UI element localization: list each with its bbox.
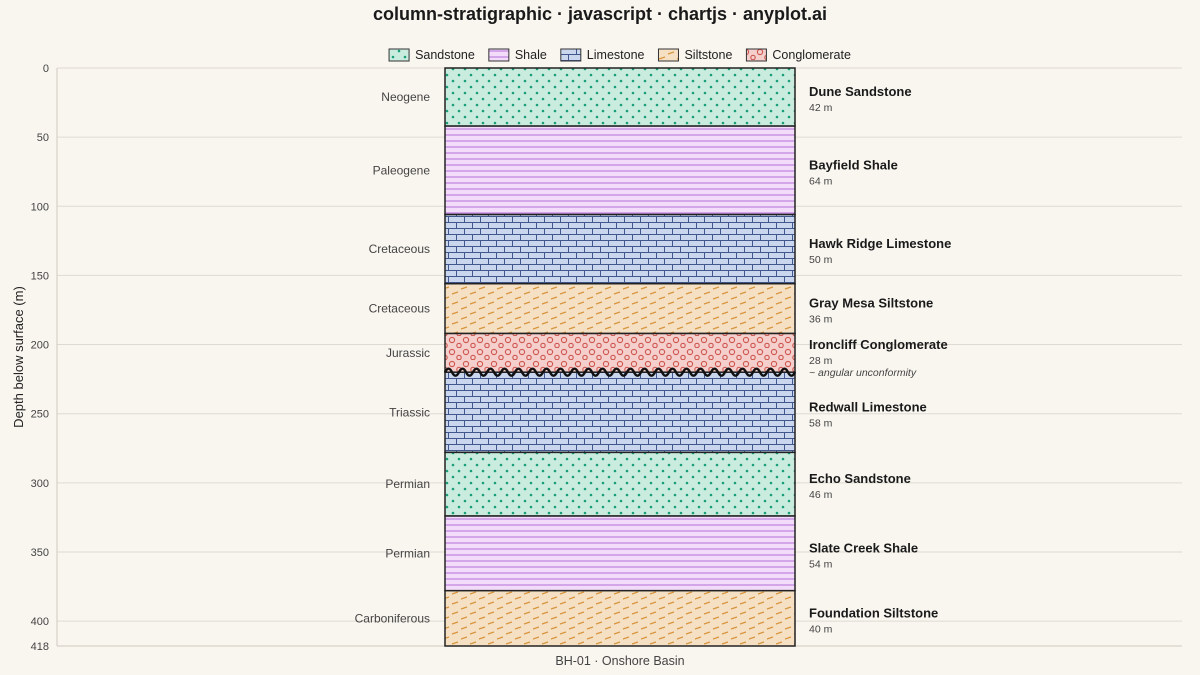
unconformity-line — [443, 367, 797, 377]
unit-thickness-label: 40 m — [809, 623, 833, 635]
period-label: Neogene — [381, 90, 430, 104]
period-label: Paleogene — [373, 163, 431, 177]
unit-thickness-label: 36 m — [809, 314, 833, 326]
unit-thickness-label: 58 m — [809, 417, 833, 429]
period-label: Permian — [385, 546, 430, 560]
y-tick-label: 200 — [31, 340, 49, 352]
unit-thickness-label: 64 m — [809, 175, 833, 187]
chart-title: column-stratigraphic · javascript · char… — [372, 4, 828, 24]
unit-name-label: Foundation Siltstone — [809, 605, 938, 620]
period-label: Jurassic — [386, 346, 430, 360]
unit-name-label: Hawk Ridge Limestone — [809, 236, 951, 251]
unit-name-label: Bayfield Shale — [809, 157, 898, 172]
legend-label: Conglomerate — [772, 48, 851, 62]
legend: Sandstone Shale Limestone Siltstone Conglome… — [388, 48, 851, 62]
unit-name-label: Redwall Limestone — [809, 399, 927, 414]
unit-layer-bayfield-shale — [444, 125, 796, 216]
legend-label: Shale — [515, 48, 547, 62]
y-tick-label: 0 — [43, 63, 49, 75]
legend-swatch — [560, 48, 582, 62]
y-axis: 0 50 100 150 200 250 300 350 400 418 — [31, 63, 49, 653]
y-tick-label: 418 — [31, 641, 49, 653]
unit-thickness-label: 46 m — [809, 489, 833, 501]
unit-name-label: Echo Sandstone — [809, 471, 911, 486]
unit-thickness-label: 28 m — [809, 355, 833, 367]
y-tick-label: 50 — [37, 132, 49, 144]
x-axis-title: BH-01 · Onshore Basin — [555, 654, 684, 668]
legend-label: Limestone — [587, 48, 645, 62]
y-tick-label: 350 — [31, 547, 49, 559]
legend-item-siltstone: Siltstone — [657, 48, 732, 62]
unit-layer-gray-mesa-siltstone — [444, 282, 796, 335]
period-label: Permian — [385, 477, 430, 491]
unit-layer-foundation-siltstone — [444, 589, 796, 647]
y-tick-label: 150 — [31, 270, 49, 282]
legend-swatch — [745, 48, 767, 62]
unit-name-label: Ironcliff Conglomerate — [809, 337, 948, 352]
unit-layer-redwall-limestone — [444, 371, 796, 454]
y-tick-label: 100 — [31, 201, 49, 213]
y-tick-label: 400 — [31, 616, 49, 628]
legend-swatch — [657, 48, 679, 62]
unit-thickness-label: 50 m — [809, 254, 833, 266]
legend-label: Sandstone — [415, 48, 475, 62]
y-tick-label: 300 — [31, 478, 49, 490]
period-label: Cretaceous — [369, 242, 430, 256]
unit-name-label: Dune Sandstone — [809, 84, 912, 99]
legend-item-shale: Shale — [488, 48, 547, 62]
column — [443, 67, 797, 647]
legend-item-conglomerate: Conglomerate — [745, 48, 851, 62]
legend-swatch — [388, 48, 410, 62]
legend-swatch — [488, 48, 510, 62]
legend-item-limestone: Limestone — [560, 48, 645, 62]
unit-layer-ironcliff-conglomerate — [444, 332, 796, 373]
legend-label: Siltstone — [684, 48, 732, 62]
unit-layer-slate-creek-shale — [444, 515, 796, 592]
unit-thickness-label: 54 m — [809, 558, 833, 570]
unit-layer-echo-sandstone — [444, 451, 796, 517]
period-label: Carboniferous — [355, 611, 430, 625]
unit-labels: Neogene Dune Sandstone 42 m Paleogene Bayfie… — [355, 84, 952, 635]
y-tick-label: 250 — [31, 409, 49, 421]
unit-layer-dune-sandstone — [444, 67, 796, 127]
unit-name-label: Gray Mesa Siltstone — [809, 296, 933, 311]
period-label: Cretaceous — [369, 302, 430, 316]
period-label: Triassic — [389, 405, 430, 419]
unit-layer-hawk-ridge-limestone — [444, 213, 796, 285]
unit-name-label: Slate Creek Shale — [809, 540, 918, 555]
y-axis-title: Depth below surface (m) — [11, 286, 26, 428]
unit-thickness-label: 42 m — [809, 102, 833, 114]
unconformity-label: ~ angular unconformity — [809, 367, 917, 379]
legend-item-sandstone: Sandstone — [388, 48, 475, 62]
